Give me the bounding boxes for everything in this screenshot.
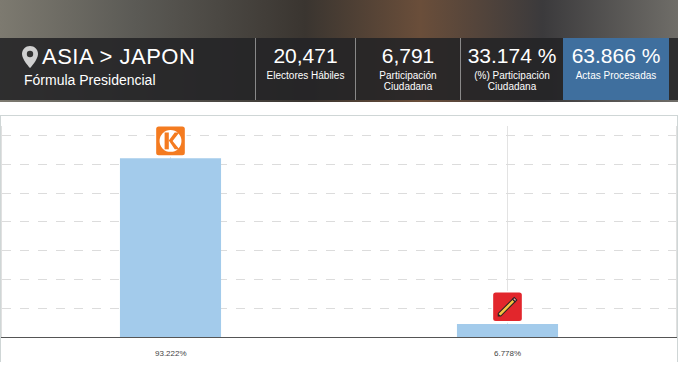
html-text:ASIA > JAPON: ASIA > JAPON <box>42 44 196 69</box>
svg-text:93.222%: 93.222% <box>155 349 187 358</box>
html-text:20,471: 20,471 <box>273 44 338 67</box>
html-text:(%) Participación Ciudadana: (%) Participación Ciudadana <box>474 70 550 92</box>
svg-text:6.778%: 6.778% <box>494 349 521 358</box>
html-text:33.174 %: 33.174 % <box>467 44 557 67</box>
html-text:Participación Ciudadana: Participación Ciudadana <box>379 70 437 92</box>
html-text:Actas Procesadas: Actas Procesadas <box>575 70 657 81</box>
html-text:63.866 %: 63.866 % <box>571 44 661 67</box>
html-text:6,791: 6,791 <box>381 44 435 67</box>
html-text:Fórmula Presidencial: Fórmula Presidencial <box>24 72 156 88</box>
html-text:Electores Hábiles: Electores Hábiles <box>266 70 345 81</box>
